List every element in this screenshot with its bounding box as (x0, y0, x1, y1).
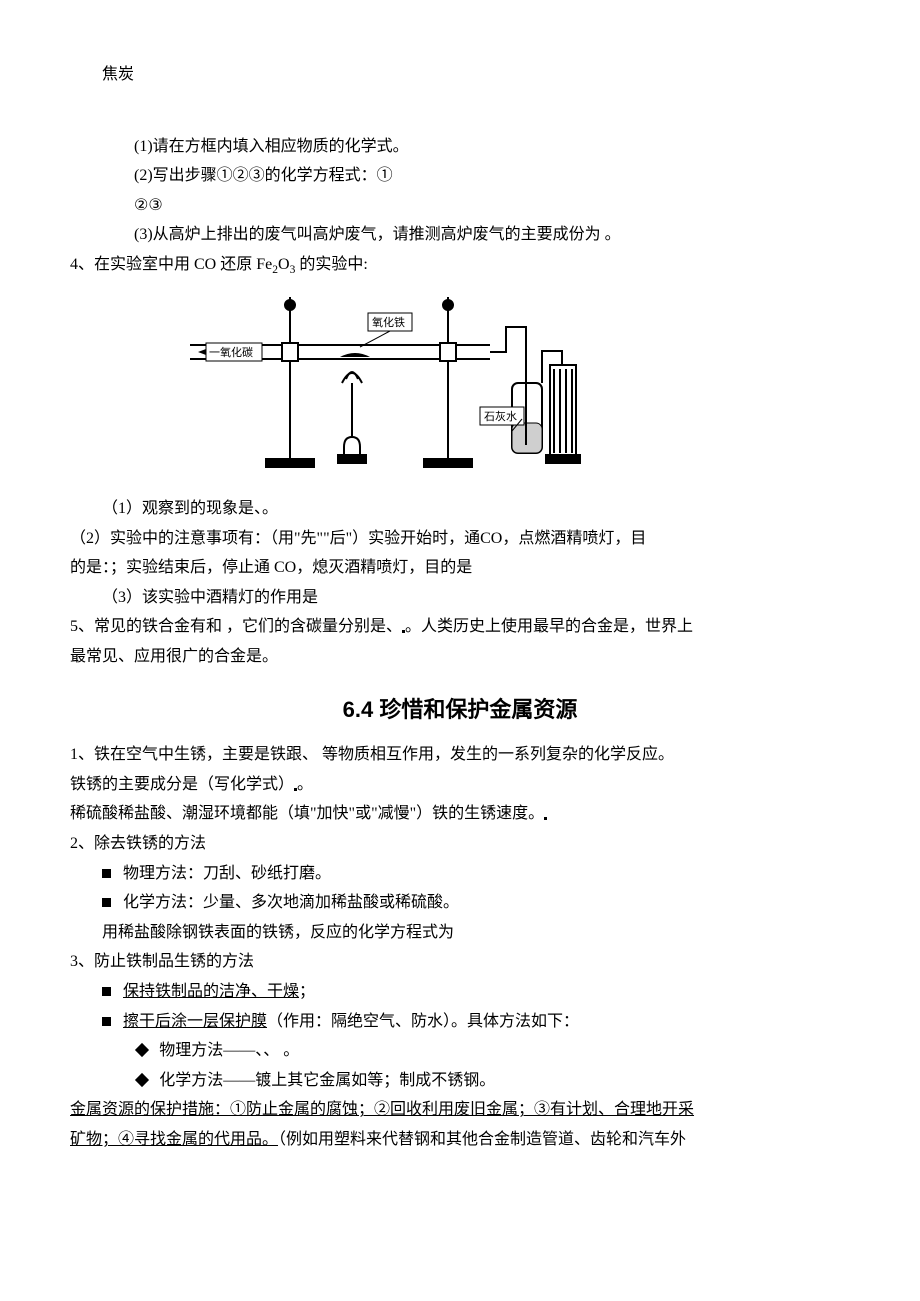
label-jiaotan: 焦炭 (70, 60, 850, 90)
diamond-bullet-icon (135, 1073, 149, 1087)
s64-q1-c: 。 (297, 776, 313, 793)
dot-icon (544, 817, 547, 820)
q4-lead-c: 的实验中: (295, 256, 367, 273)
s64-q3-b1: 保持铁制品的洁净、干燥 (123, 983, 299, 1000)
protect-b: 矿物；④寻找金属的代用品。 (70, 1131, 278, 1148)
protect-c: （例如用塑料来代替钢和其他合金制造管道、齿轮和汽车外 (278, 1131, 686, 1148)
fig-label-lime: 石灰水 (484, 409, 517, 423)
s64-q3-lead: 3、防止铁制品生锈的方法 (70, 947, 850, 977)
apparatus-svg: 一氧化碳 氧化铁 (190, 287, 592, 477)
bullet-keep-clean: 保持铁制品的洁净、干燥； (102, 977, 850, 1007)
protect-a: 金属资源的保护措施：①防止金属的腐蚀；②回收利用废旧金属；③有计划、合理地开采 (70, 1101, 694, 1118)
square-bullet-icon (102, 898, 111, 907)
s64-q3-b2-tail: （作用：隔绝空气、防水）。具体方法如下： (267, 1013, 579, 1030)
q5-line2: 最常见、应用很广的合金是。 (70, 642, 850, 672)
diamond-physical: 物理方法——、、 。 (102, 1036, 850, 1066)
q3-sub4: (3)从高炉上排出的废气叫高炉废气，请推测高炉废气的主要成份为 。 (70, 220, 850, 250)
apparatus-figure: 一氧化碳 氧化铁 (190, 287, 592, 488)
q4-p2a: （2）实验中的注意事项有：（用"先""后"）实验开始时，通CO，点燃酒精喷灯，目 (70, 524, 850, 554)
s64-q2-b2: 化学方法：少量、多次地滴加稀盐酸或稀硫酸。 (123, 888, 459, 918)
protect-line2: 矿物；④寻找金属的代用品。（例如用塑料来代替钢和其他合金制造管道、齿轮和汽车外 (70, 1125, 850, 1155)
q5-line1: 5、常见的铁合金有和 ，它们的含碳量分别是、。人类历史上使用最早的合金是，世界上 (70, 612, 850, 642)
square-bullet-icon (102, 987, 111, 996)
square-bullet-icon (102, 869, 111, 878)
diamond-bullet-icon (135, 1043, 149, 1057)
fig-label-feo: 氧化铁 (372, 315, 405, 329)
s64-q3-b2-wrap: 擦干后涂一层保护膜（作用：隔绝空气、防水）。具体方法如下： (123, 1007, 579, 1037)
s64-q3-b2: 擦干后涂一层保护膜 (123, 1013, 267, 1030)
q5-b: 。人类历史上使用最早的合金是，世界上 (405, 618, 693, 635)
bullet-physical-method: 物理方法：刀刮、砂纸打磨。 (102, 859, 850, 889)
q5-a: 5、常见的铁合金有和 ，它们的含碳量分别是、 (70, 618, 402, 635)
q4-lead-a: 4、在实验室中用 CO 还原 Fe (70, 256, 272, 273)
s64-q2-lead: 2、除去铁锈的方法 (70, 829, 850, 859)
bullet-chemical-method: 化学方法：少量、多次地滴加稀盐酸或稀硫酸。 (102, 888, 850, 918)
s64-q3-d1: 物理方法——、、 。 (159, 1036, 299, 1066)
q3-sub2: (2)写出步骤①②③的化学方程式：① (70, 161, 850, 191)
s64-q3-d2: 化学方法——镀上其它金属如等；制成不锈钢。 (159, 1066, 495, 1096)
section-6-4-title: 6.4 珍惜和保护金属资源 (70, 690, 850, 731)
s64-q1-a: 1、铁在空气中生锈，主要是铁跟、 等物质相互作用，发生的一系列复杂的化学反应。 (70, 740, 850, 770)
square-bullet-icon (102, 1017, 111, 1026)
s64-q1-d: 稀硫酸稀盐酸、潮湿环境都能（填"加快"或"减慢"）铁的生锈速度。 (70, 805, 544, 822)
s64-q1-b: 铁锈的主要成分是（写化学式） (70, 776, 294, 793)
q4-p1: （1）观察到的现象是、。 (70, 494, 850, 524)
s64-q1-d-line: 稀硫酸稀盐酸、潮湿环境都能（填"加快"或"减慢"）铁的生锈速度。 (70, 799, 850, 829)
q4-lead-b: O (278, 256, 290, 273)
s64-q1-b-line: 铁锈的主要成分是（写化学式）。 (70, 770, 850, 800)
blank-space (70, 90, 850, 132)
bullet-coat-film: 擦干后涂一层保护膜（作用：隔绝空气、防水）。具体方法如下： (102, 1007, 850, 1037)
q3-sub1: (1)请在方框内填入相应物质的化学式。 (70, 132, 850, 162)
q3-sub3: ②③ (70, 191, 850, 221)
q4-lead: 4、在实验室中用 CO 还原 Fe2O3 的实验中: (70, 250, 850, 281)
diamond-chemical: 化学方法——镀上其它金属如等；制成不锈钢。 (102, 1066, 850, 1096)
page: 焦炭 (1)请在方框内填入相应物质的化学式。 (2)写出步骤①②③的化学方程式：… (0, 0, 920, 1215)
fig-label-co: 一氧化碳 (209, 345, 253, 359)
s64-q2-b1: 物理方法：刀刮、砂纸打磨。 (123, 859, 331, 889)
s64-q3-b1-wrap: 保持铁制品的洁净、干燥； (123, 977, 315, 1007)
s64-q3-b1-tail: ； (299, 983, 315, 1000)
s64-q2-tail: 用稀盐酸除钢铁表面的铁锈，反应的化学方程式为 (102, 918, 850, 948)
q4-p3: （3）该实验中酒精灯的作用是 (70, 583, 850, 613)
q4-p2b: 的是：；实验结束后，停止通 CO，熄灭酒精喷灯，目的是 (70, 553, 850, 583)
protect-line1: 金属资源的保护措施：①防止金属的腐蚀；②回收利用废旧金属；③有计划、合理地开采 (70, 1095, 850, 1125)
